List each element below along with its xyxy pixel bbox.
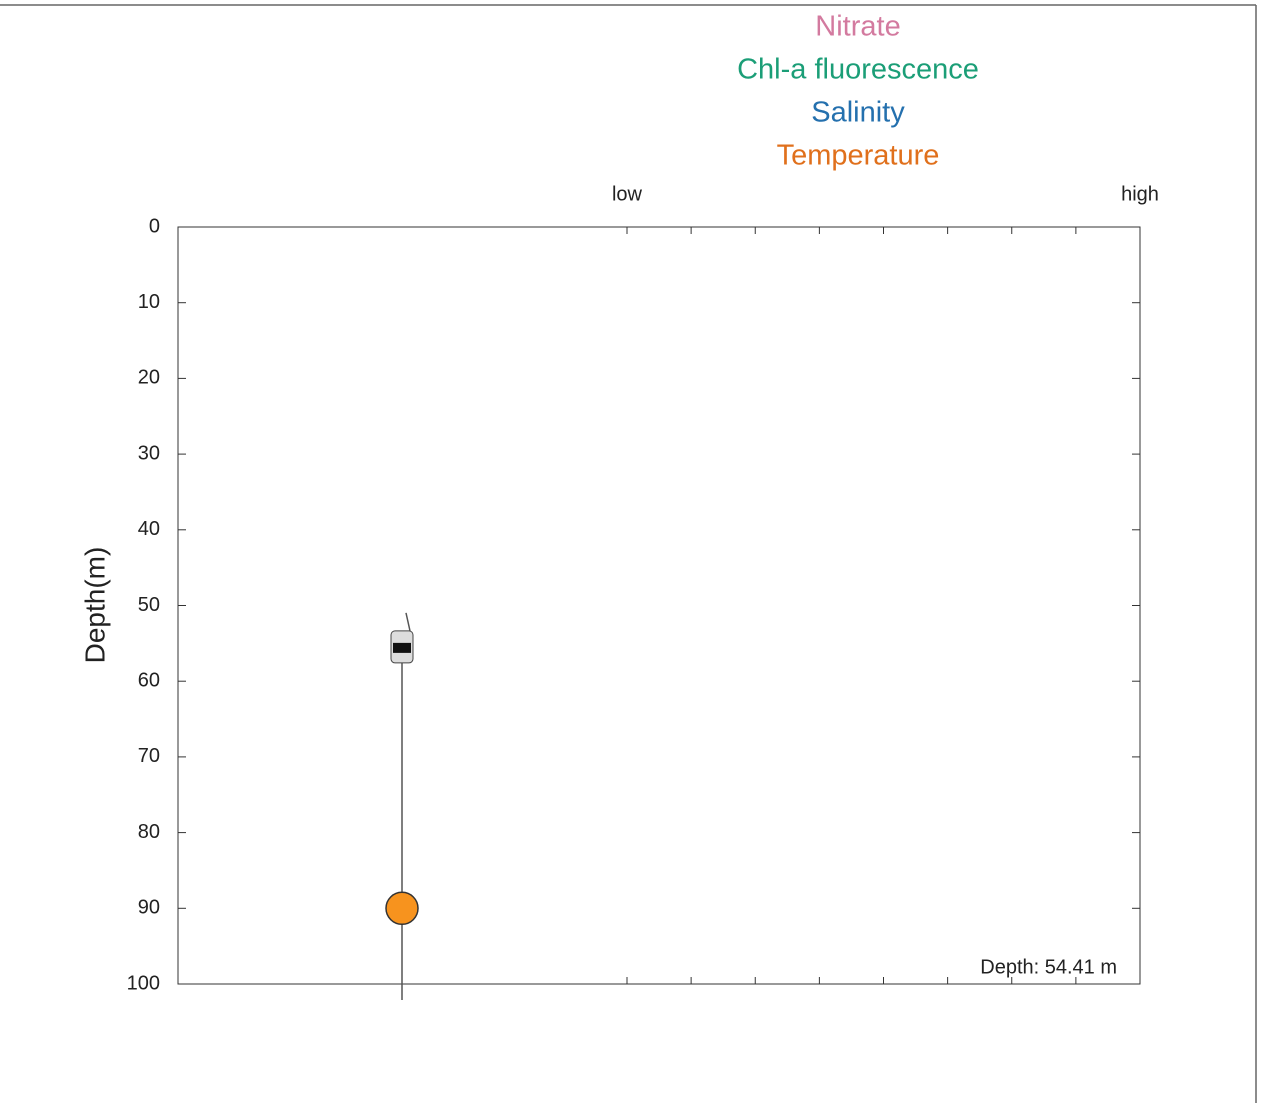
y-tick-label: 90 (138, 897, 160, 919)
annotation: Depth: 54.41 m (980, 956, 1117, 978)
y-tick-label: 80 (138, 821, 160, 843)
x-high-label: high (1121, 183, 1159, 205)
anchor-weight (385, 891, 419, 926)
y-tick-label: 100 (127, 972, 160, 994)
x-low-label: low (612, 183, 643, 205)
y-axis-label: Depth(m) (79, 547, 110, 664)
plot-area (177, 226, 1141, 985)
legend-entry: Nitrate (815, 11, 900, 43)
float-band (393, 642, 411, 653)
y-tick-label: 40 (138, 518, 160, 540)
legend-entry: Temperature (777, 140, 940, 172)
y-tick-label: 10 (138, 291, 160, 313)
y-tick-label: 50 (138, 594, 160, 616)
y-tick-label: 60 (138, 669, 160, 691)
y-tick-label: 30 (138, 442, 160, 464)
float-antenna (405, 612, 411, 632)
y-tick-label: 0 (149, 215, 160, 237)
y-tick-label: 20 (138, 367, 160, 389)
legend-entry: Chl-a fluorescence (737, 54, 979, 86)
float (390, 612, 414, 664)
y-tick-label: 70 (138, 745, 160, 767)
legend-entry: Salinity (811, 97, 905, 129)
